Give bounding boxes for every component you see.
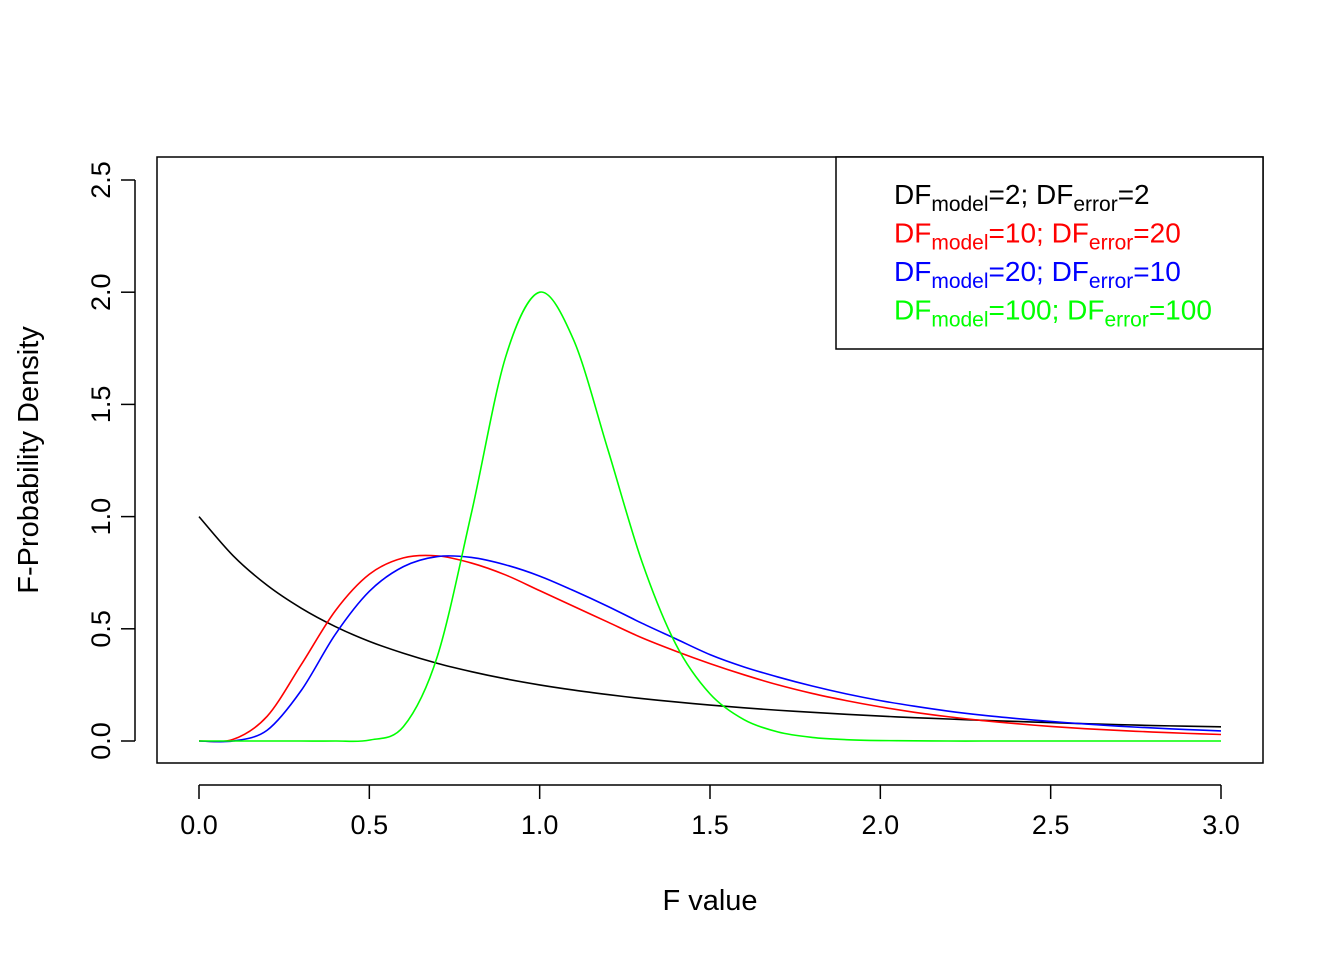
x-axis-label: F value xyxy=(662,885,757,917)
series-line-2 xyxy=(198,554,1222,743)
legend-entry-1: DFmodel=2; DFerror=2 xyxy=(894,179,1150,216)
x-tick-label: 1.5 xyxy=(691,810,729,840)
series-line-3 xyxy=(198,555,1222,743)
legend-text: DF xyxy=(894,179,931,210)
legend-text: DF xyxy=(894,256,931,287)
legend-subscript: error xyxy=(1089,232,1133,255)
series-line-4 xyxy=(199,291,1221,743)
series-line-1 xyxy=(198,516,1222,728)
legend-subscript: model xyxy=(931,232,988,255)
y-tick-label: 0.5 xyxy=(86,610,116,648)
x-tick-label: 2.0 xyxy=(862,810,900,840)
legend-text: =10 xyxy=(1133,256,1181,287)
legend-subscript: model xyxy=(931,270,988,293)
series-lines xyxy=(198,291,1222,743)
legend-text: =100 xyxy=(1149,295,1212,326)
x-tick-label: 0.5 xyxy=(351,810,389,840)
legend-text: DF xyxy=(894,218,931,249)
x-tick-label: 3.0 xyxy=(1202,810,1240,840)
legend-text: =20; DF xyxy=(989,256,1089,287)
x-tick-label: 0.0 xyxy=(180,810,218,840)
legend-box xyxy=(835,156,1264,350)
legend-entry-3: DFmodel=20; DFerror=10 xyxy=(894,256,1181,293)
y-tick-label: 2.5 xyxy=(86,161,116,199)
legend-subscript: error xyxy=(1089,270,1133,293)
legend-subscript: model xyxy=(931,309,988,332)
legend-subscript: error xyxy=(1104,309,1148,332)
y-tick-label: 1.5 xyxy=(86,386,116,424)
x-tick-label: 2.5 xyxy=(1032,810,1070,840)
y-tick-label: 1.0 xyxy=(86,498,116,536)
legend-subscript: error xyxy=(1073,193,1117,216)
legend-subscript: model xyxy=(931,193,988,216)
legend-text: =20 xyxy=(1133,218,1181,249)
x-tick-label: 1.0 xyxy=(521,810,559,840)
y-tick-label: 2.0 xyxy=(86,273,116,311)
y-axis-label: F-Probability Density xyxy=(13,326,45,594)
legend-text: DF xyxy=(894,295,931,326)
axes: 0.0 0.5 1.0 1.5 2.0 2.5 3.0 0.0 0.5 1.0 1.5 2.0 2.5 xyxy=(86,161,1240,840)
legend-text: =2 xyxy=(1118,179,1150,210)
plot-frame xyxy=(156,156,1264,764)
legend-text: =2; DF xyxy=(989,179,1074,210)
y-tick-label: 0.0 xyxy=(86,722,116,760)
legend-text: =10; DF xyxy=(989,218,1089,249)
legend-entry-2: DFmodel=10; DFerror=20 xyxy=(894,218,1181,255)
legend-entry-4: DFmodel=100; DFerror=100 xyxy=(894,295,1212,332)
legend-text: =100; DF xyxy=(989,295,1105,326)
